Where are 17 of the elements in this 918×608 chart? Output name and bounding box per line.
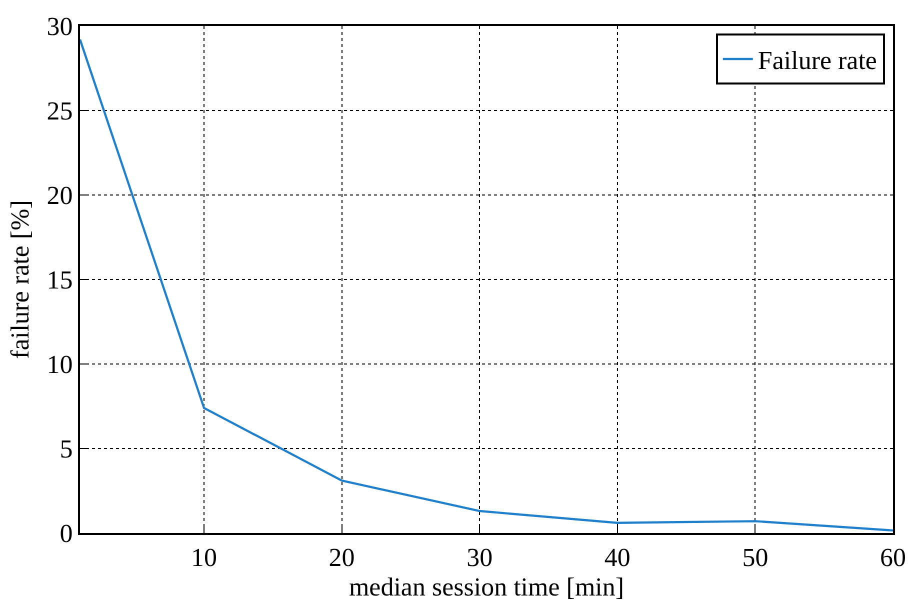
y-tick-label: 15 [46, 266, 73, 295]
y-tick-label: 0 [60, 519, 73, 548]
y-tick-label: 20 [46, 181, 73, 210]
x-tick-label: 40 [604, 543, 630, 572]
legend-label: Failure rate [758, 46, 877, 76]
x-tick-label: 50 [742, 543, 768, 572]
x-tick-label: 20 [328, 543, 355, 572]
x-tick-label: 60 [880, 543, 906, 572]
y-tick-label: 30 [46, 12, 73, 42]
line-series [80, 38, 893, 532]
y-tick-label: 25 [46, 96, 73, 126]
y-tick-label: 10 [46, 350, 73, 380]
x-axis-title: median session time [min] [348, 572, 624, 602]
x-tick-label: 30 [466, 543, 493, 572]
y-tick-label: 5 [60, 434, 73, 464]
y-axis-title: failure rate [%] [6, 200, 35, 359]
x-tick-label: 10 [191, 543, 218, 572]
